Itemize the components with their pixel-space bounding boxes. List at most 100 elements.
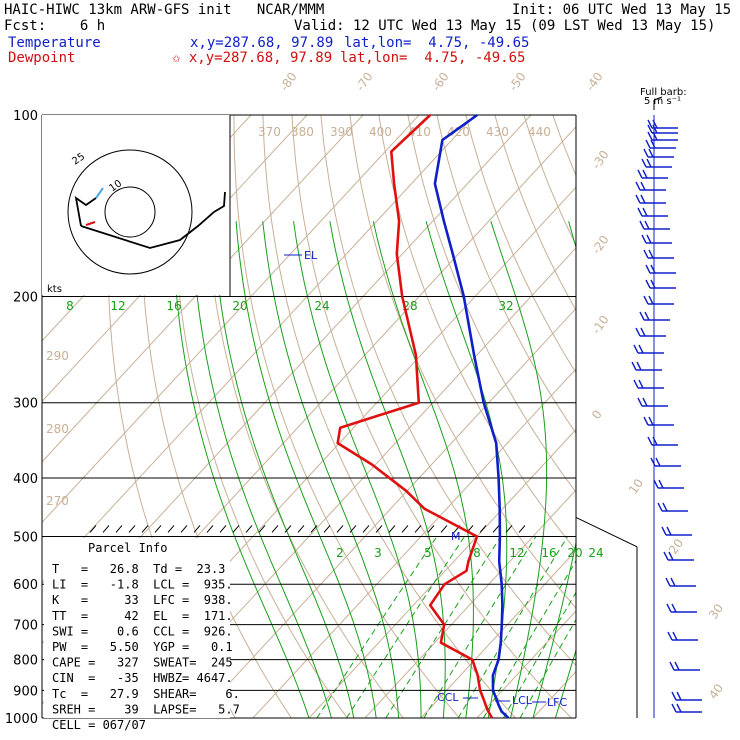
dewpoint-curve	[336, 114, 494, 719]
wind-barb-flag	[631, 361, 637, 371]
m-annotation: M	[451, 530, 461, 543]
theta-label: 380	[291, 125, 314, 139]
wind-barb-flag	[638, 344, 644, 354]
wind-barb-flag	[663, 551, 669, 561]
forecast-hour: Fcst: 6 h	[4, 18, 106, 34]
wind-barb-flag	[657, 502, 663, 512]
isotherm-line	[42, 115, 476, 584]
tropopause-hatch	[115, 525, 123, 533]
isotherm-label: -50	[506, 70, 529, 94]
tropopause-hatch	[258, 525, 266, 533]
mixing-ratio-line	[457, 536, 569, 718]
isotherm-label: 30	[706, 601, 726, 622]
wind-scale-unit: 5 m s⁻¹	[644, 96, 681, 107]
wind-barb-flag	[637, 169, 643, 179]
tropopause-hatch	[401, 525, 409, 533]
tropopause-hatch	[167, 525, 175, 533]
wind-barb-flag	[644, 220, 650, 230]
dewpoint-label: Dewpoint	[8, 50, 76, 66]
isotherm-label: -60	[429, 70, 452, 94]
parcel-info-row: SWI = 0.6 CCL = 926.	[52, 624, 233, 638]
tropopause-hatch	[505, 525, 513, 533]
dry-adiabat-line	[407, 115, 576, 494]
isotherm-line	[701, 115, 740, 718]
moist-adiabat-line	[372, 221, 474, 718]
tropopause-hatch	[206, 525, 214, 533]
moist-adiabat-line	[490, 221, 548, 718]
tropopause-hatch	[492, 525, 500, 533]
wind-barb-flag	[635, 194, 641, 204]
tropopause-hatch	[362, 525, 370, 533]
temperature-xy: x,y=287.68, 97.89	[190, 35, 334, 51]
wind-barb-flag	[647, 124, 653, 134]
moist-adiabat-line	[212, 221, 355, 718]
dry-adiabat-line	[552, 115, 576, 177]
mixing-ratio-label: 24	[588, 546, 603, 560]
wind-barb-flag	[639, 311, 645, 321]
wind-scale-label: Full barb:	[640, 87, 687, 98]
wind-barb-flag	[648, 416, 654, 426]
pressure-tick-label: 800	[13, 654, 38, 669]
dry-adiabat-line	[640, 115, 740, 718]
valid-time: Valid: 12 UTC Wed 13 May 15 (09 LST Wed …	[294, 18, 716, 34]
theta-label: 280	[46, 422, 69, 436]
wind-barb-flag	[633, 379, 639, 389]
wind-barb-flag	[635, 327, 641, 337]
wind-barb-flag	[672, 631, 678, 641]
wind-barb-flag	[642, 169, 648, 179]
tropopause-hatch	[245, 525, 253, 533]
wind-barb-flag	[662, 502, 668, 512]
parcel-info-row: CAPE = 327 SWEAT= 245	[52, 656, 233, 670]
pressure-tick-label: 200	[13, 291, 38, 306]
tropopause-hatch	[102, 525, 110, 533]
mixing-ratio-label: 5	[424, 546, 432, 560]
isotherm-label: -30	[589, 148, 612, 172]
parcel-info-row: CIN = -35 HWBZ= 4647.	[52, 671, 233, 685]
hodograph-trace-red	[85, 221, 96, 226]
mixing-ratio-label: 12	[509, 546, 524, 560]
pressure-tick-label: 400	[13, 472, 38, 487]
tropopause-hatch	[180, 525, 188, 533]
moist-adiabat-line	[293, 221, 422, 718]
temperature-curve	[433, 113, 510, 719]
wind-barb-flag	[671, 603, 677, 613]
moist-adiabat-line	[172, 221, 310, 718]
isotherm-line	[252, 368, 576, 718]
parcel-info-row: Tc = 27.9 SHEAR= 6.	[52, 687, 240, 701]
wind-barb-flag	[674, 661, 680, 671]
pressure-tick-label: 600	[13, 578, 38, 593]
wind-barb-flag	[676, 703, 682, 713]
hodograph-ring-inner	[104, 186, 156, 238]
dry-adiabat-line	[436, 115, 576, 435]
isotherm-label: 20	[666, 536, 686, 557]
lcl-annotation: LCL	[512, 694, 533, 707]
dry-adiabat-line	[349, 115, 576, 609]
wind-barb-flag	[636, 361, 642, 371]
wind-barb-flag	[666, 526, 672, 536]
wind-barb-flag	[655, 457, 661, 467]
mixing-ratio-label: 20	[567, 546, 582, 560]
pressure-tick-label: 700	[13, 619, 38, 634]
tropopause-hatch	[219, 525, 227, 533]
wind-barb-flag	[645, 139, 651, 149]
moist-adiabat-line	[554, 648, 576, 718]
wind-barb-flag	[644, 311, 650, 321]
wind-barb-flag	[642, 207, 648, 217]
wind-barb-flag	[642, 397, 648, 407]
parcel-info-title: Parcel Info	[88, 541, 167, 555]
isotherm-label: -40	[583, 70, 606, 94]
moist-adiabat-label: 12	[110, 299, 125, 313]
dry-adiabat-line	[727, 115, 740, 718]
wind-barb-flag	[653, 479, 659, 489]
dry-adiabat-line	[233, 115, 460, 718]
theta-label: 270	[46, 494, 69, 508]
dry-adiabat-line	[203, 115, 404, 718]
wind-barbs	[631, 96, 702, 718]
isotherm-line	[364, 489, 576, 718]
moist-adiabat-label: 32	[498, 299, 513, 313]
pressure-tick-label: 900	[13, 684, 38, 699]
wind-barb-flag	[635, 181, 641, 191]
parcel-info-row: PW = 5.50 YGP = 0.1	[52, 640, 233, 654]
moist-adiabat-label: 24	[314, 299, 329, 313]
tropopause-hatch	[440, 525, 448, 533]
